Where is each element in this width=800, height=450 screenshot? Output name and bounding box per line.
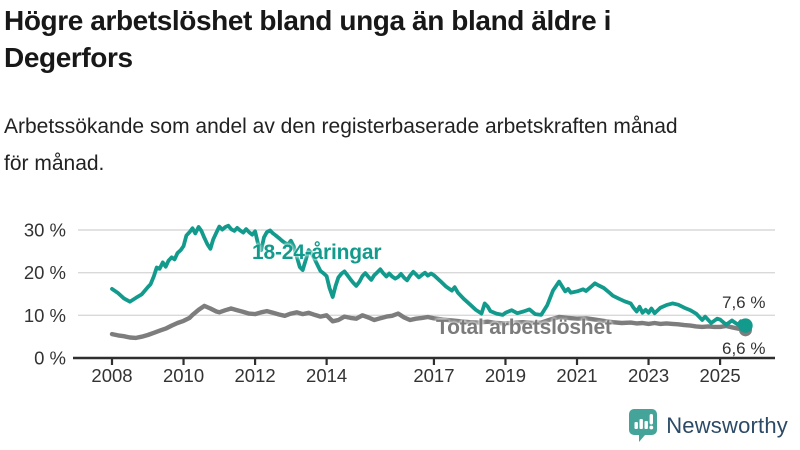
page-title-line2: Degerfors bbox=[4, 42, 133, 73]
series-youth-end-dot bbox=[738, 318, 753, 333]
y-axis-tick-label: 0 % bbox=[34, 348, 66, 369]
page-title: Högre arbetslöshet bland unga än bland ä… bbox=[4, 2, 784, 76]
x-axis-tick-label: 2017 bbox=[413, 365, 454, 386]
x-axis-tick-label: 2025 bbox=[700, 365, 741, 386]
x-axis-tick-label: 2023 bbox=[628, 365, 669, 386]
end-value-label-youth: 7,6 % bbox=[722, 293, 766, 312]
x-axis-tick-label: 2019 bbox=[485, 365, 526, 386]
series-youth-line bbox=[110, 223, 748, 328]
x-axis-tick-label: 2014 bbox=[306, 365, 347, 386]
page-title-line1: Högre arbetslöshet bland unga än bland ä… bbox=[4, 5, 612, 36]
newsworthy-wordmark: Newsworthy bbox=[666, 413, 788, 438]
series-total-line bbox=[109, 303, 748, 341]
bar-chart-speech-bubble-icon bbox=[629, 409, 658, 442]
series-label-total: Total arbetslöshet bbox=[436, 316, 612, 339]
x-axis-tick-label: 2010 bbox=[163, 365, 204, 386]
chart-subtitle: Arbetssökande som andel av den registerb… bbox=[4, 108, 794, 182]
y-axis-tick-label: 30 % bbox=[24, 219, 66, 240]
chart-subtitle-line2: för månad. bbox=[4, 152, 105, 175]
series-label-youth: 18-24-åringar bbox=[252, 241, 382, 264]
chart-subtitle-line1: Arbetssökande som andel av den registerb… bbox=[4, 115, 678, 138]
y-axis-tick-label: 20 % bbox=[24, 262, 66, 283]
x-axis-tick-label: 2008 bbox=[91, 365, 132, 386]
end-value-label-total: 6,6 % bbox=[722, 339, 766, 358]
x-axis-tick-label: 2021 bbox=[556, 365, 597, 386]
newsworthy-branding: Newsworthy bbox=[628, 406, 788, 446]
y-axis-tick-label: 10 % bbox=[24, 305, 66, 326]
x-axis-tick-label: 2012 bbox=[235, 365, 276, 386]
